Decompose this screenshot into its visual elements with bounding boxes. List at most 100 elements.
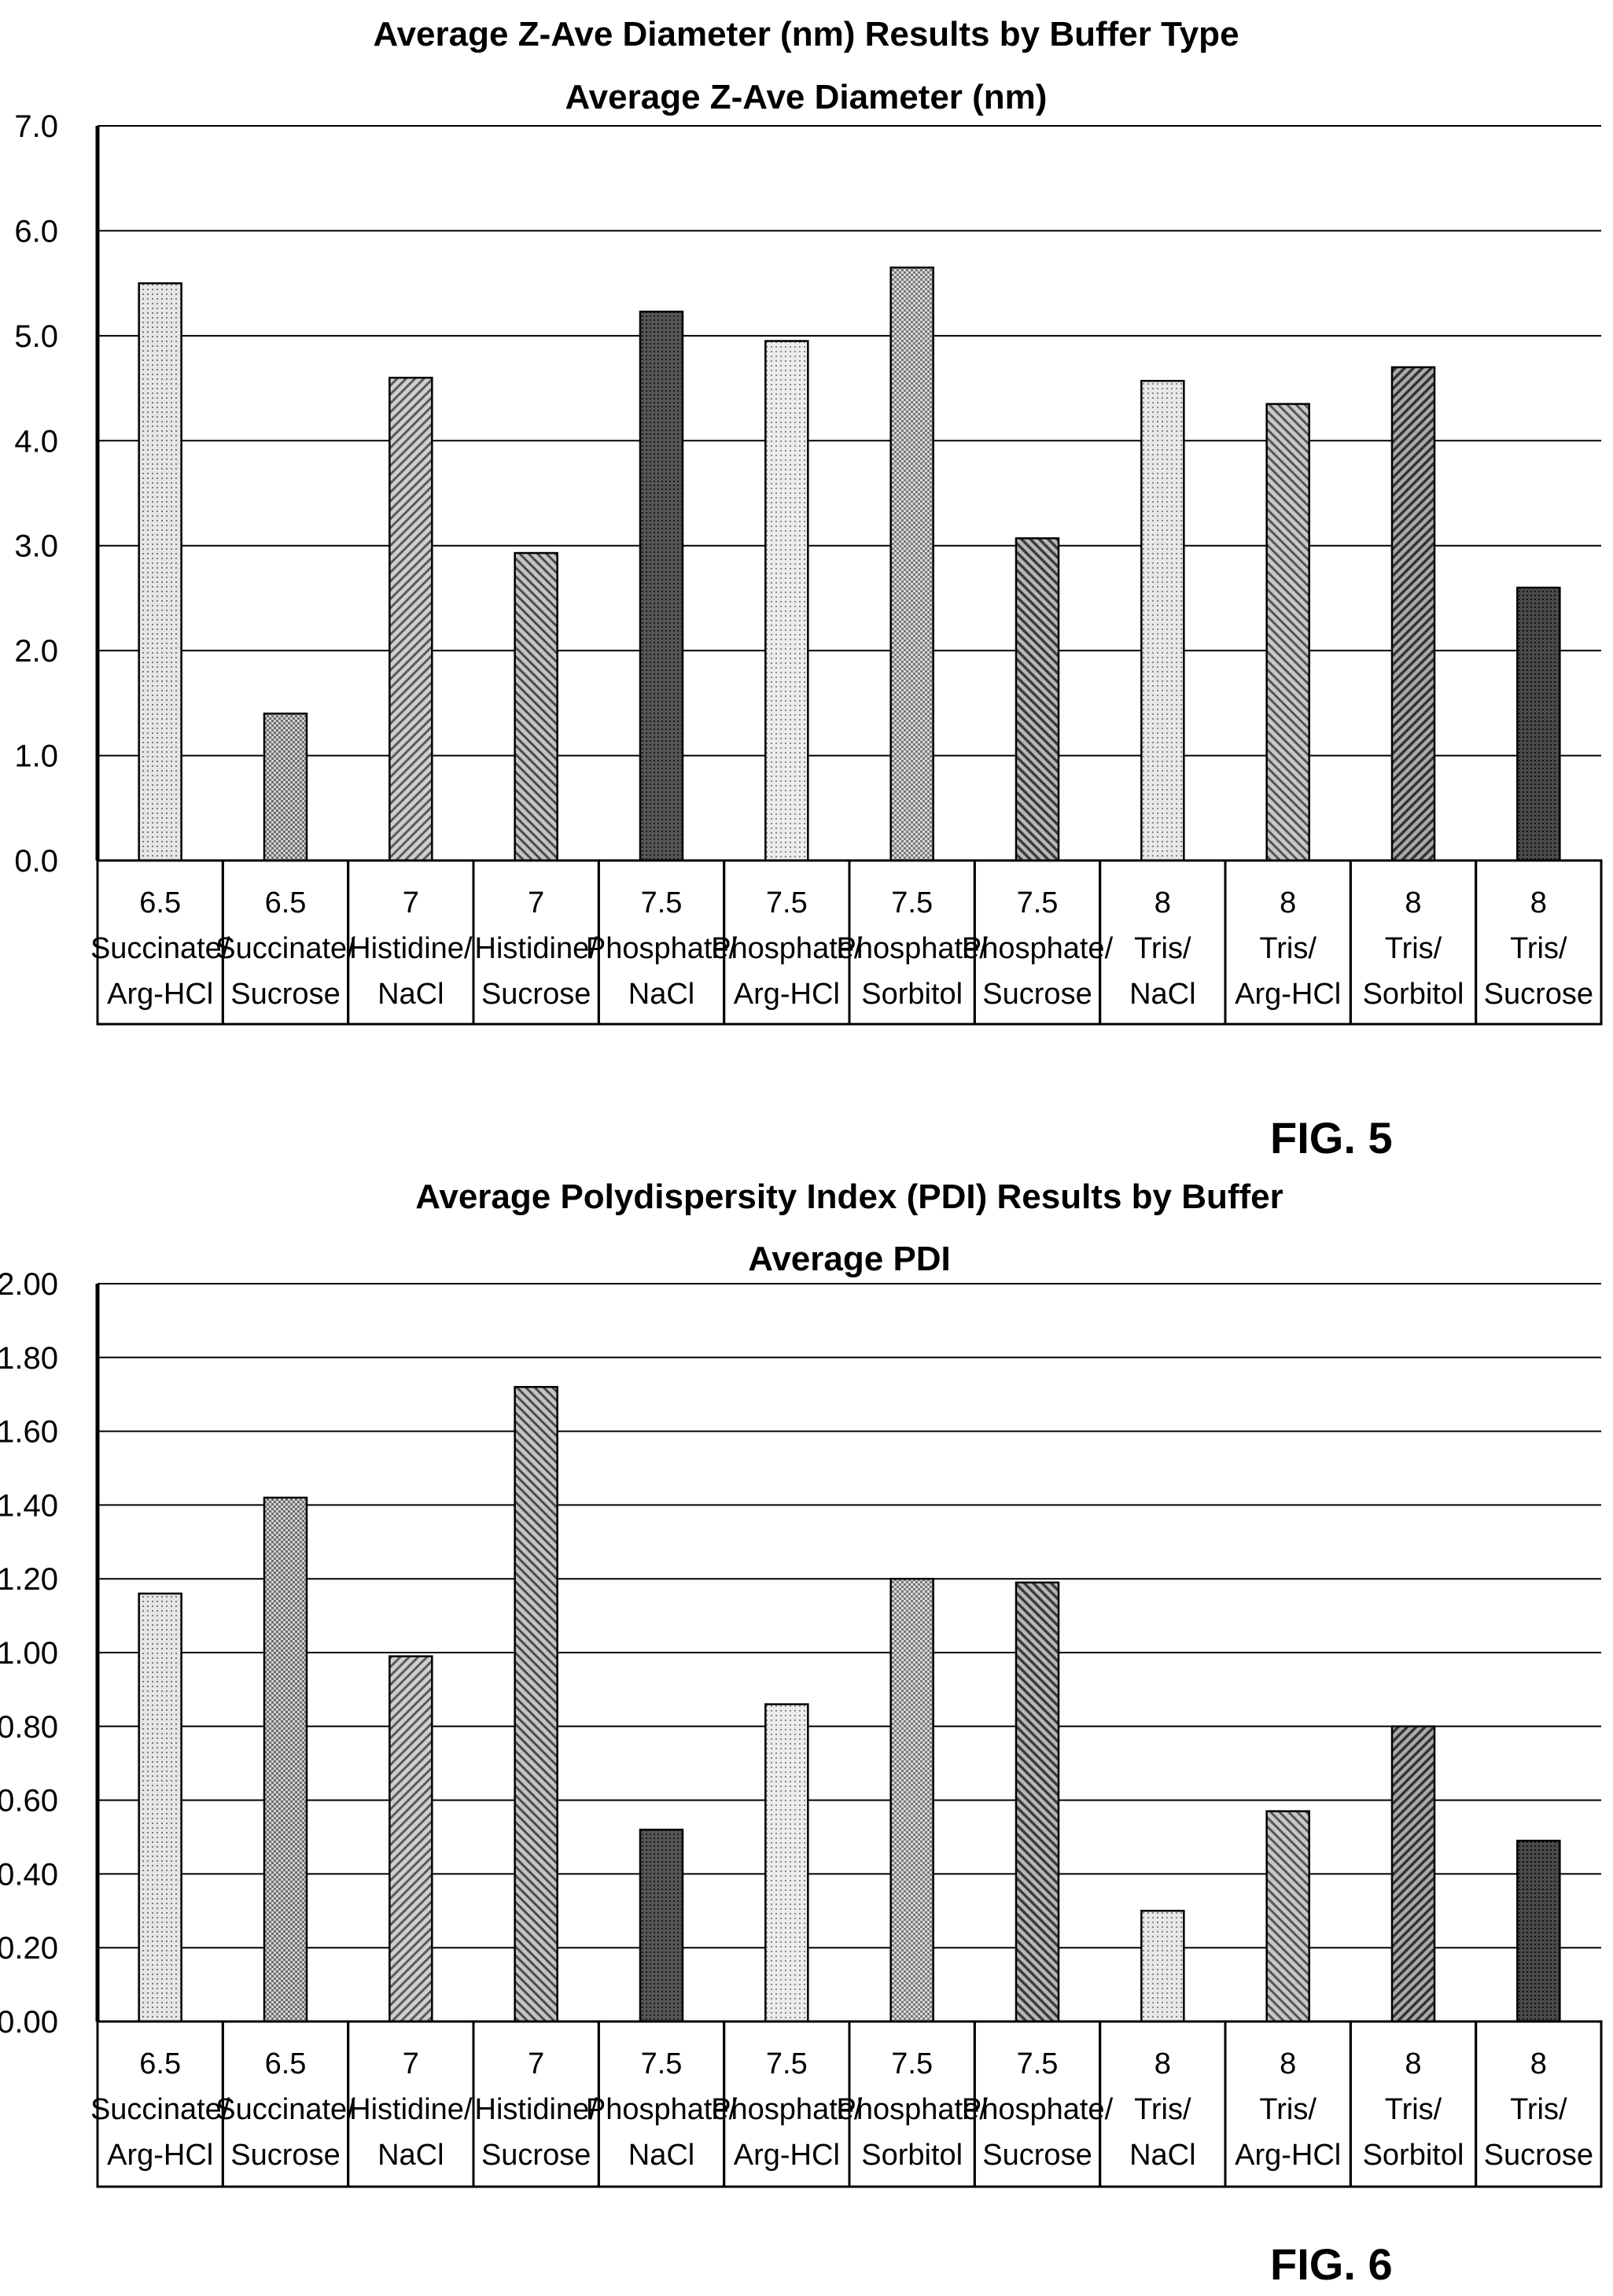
bar bbox=[138, 1592, 182, 2023]
x-tick-label: Tris/ bbox=[1259, 2093, 1317, 2126]
bar bbox=[263, 1496, 308, 2023]
x-tick-label: 8 bbox=[1155, 886, 1171, 920]
bar bbox=[889, 266, 934, 862]
chart-z-ave-diameter: Average Z-Ave Diameter (nm) Results by B… bbox=[14, 15, 1603, 1163]
x-tick-label: Phosphate/ bbox=[711, 2093, 863, 2126]
chart2-title: Average Polydispersity Index (PDI) Resul… bbox=[415, 1177, 1283, 1216]
x-tick-label: Sorbitol bbox=[1363, 2139, 1464, 2172]
y-tick-label: 0.60 bbox=[0, 1784, 58, 1819]
x-tick-label: NaCl bbox=[628, 978, 694, 1011]
bar bbox=[1140, 379, 1185, 862]
bar bbox=[389, 376, 433, 862]
x-tick-label: Phosphate/ bbox=[837, 2093, 989, 2126]
x-tick-label: 7.5 bbox=[641, 2047, 683, 2080]
y-tick-label: 2.00 bbox=[0, 1267, 58, 1302]
x-tick-label: Succinate/ bbox=[90, 932, 230, 965]
bar bbox=[138, 282, 182, 862]
x-tick-label: Arg-HCl bbox=[107, 2139, 213, 2172]
y-tick-label: 1.80 bbox=[0, 1341, 58, 1376]
x-tick-label: 6.5 bbox=[139, 2047, 181, 2080]
bar bbox=[1516, 1839, 1561, 2023]
x-tick-label: 8 bbox=[1530, 2047, 1547, 2080]
x-tick-label: 8 bbox=[1155, 2047, 1171, 2080]
chart2-subtitle: Average PDI bbox=[748, 1240, 951, 1278]
x-tick-label: Phosphate/ bbox=[962, 932, 1114, 965]
x-tick-label: Succinate/ bbox=[90, 2093, 230, 2126]
y-tick-label: 0.0 bbox=[14, 844, 58, 879]
y-tick-label: 3.0 bbox=[14, 529, 58, 564]
x-tick-label: NaCl bbox=[377, 978, 444, 1011]
x-tick-label: Arg-HCl bbox=[734, 2139, 840, 2172]
bar bbox=[514, 551, 558, 862]
x-tick-label: Sorbitol bbox=[861, 978, 963, 1011]
bar bbox=[764, 340, 809, 862]
x-tick-label: Tris/ bbox=[1385, 2093, 1442, 2126]
fig5-label: FIG. 5 bbox=[1270, 1113, 1393, 1163]
x-tick-label: 7.5 bbox=[891, 2047, 933, 2080]
x-tick-label: 8 bbox=[1405, 2047, 1421, 2080]
bar bbox=[389, 1655, 433, 2023]
chart2-category-table: 6.5 Succinate/Arg-HCl 6.5 Succinate/Sucrose… bbox=[90, 2020, 1603, 2188]
bar bbox=[1265, 403, 1310, 862]
y-tick-label: 0.80 bbox=[0, 1710, 58, 1745]
x-tick-label: Sucrose bbox=[1484, 2139, 1593, 2172]
x-tick-label: 7.5 bbox=[1017, 2047, 1059, 2080]
x-tick-label: Phosphate/ bbox=[711, 932, 863, 965]
y-tick-label: 1.60 bbox=[0, 1415, 58, 1450]
x-tick-label: Histidine/ bbox=[475, 932, 598, 965]
x-tick-label: Histidine/ bbox=[475, 2093, 598, 2126]
x-tick-label: Phosphate/ bbox=[962, 2093, 1114, 2126]
x-tick-label: Sucrose bbox=[982, 2139, 1092, 2172]
chart1-subtitle: Average Z-Ave Diameter (nm) bbox=[565, 78, 1048, 116]
x-tick-label: Sucrose bbox=[982, 978, 1092, 1011]
x-tick-label: 7.5 bbox=[766, 886, 808, 920]
x-tick-label: 7.5 bbox=[1017, 886, 1059, 920]
x-tick-label: 7.5 bbox=[891, 886, 933, 920]
bar bbox=[1015, 537, 1060, 862]
x-tick-label: Arg-HCl bbox=[1235, 2139, 1341, 2172]
fig6-label: FIG. 6 bbox=[1270, 2239, 1393, 2289]
x-tick-label: Tris/ bbox=[1510, 932, 1567, 965]
bar bbox=[1390, 1725, 1436, 2023]
x-tick-label: Tris/ bbox=[1134, 2093, 1191, 2126]
chart2-y-ticks: 0.00 0.20 0.40 0.60 0.80 1.00 1.20 1.40 1.60 1.80… bbox=[0, 1267, 58, 2040]
bar bbox=[1265, 1810, 1310, 2023]
x-tick-label: NaCl bbox=[377, 2139, 444, 2172]
bar bbox=[764, 1703, 809, 2023]
x-tick-label: 8 bbox=[1280, 886, 1296, 920]
bar bbox=[1390, 366, 1436, 862]
x-tick-label: 8 bbox=[1280, 2047, 1296, 2080]
x-tick-label: 7 bbox=[403, 2047, 419, 2080]
bar bbox=[639, 310, 684, 862]
x-tick-label: NaCl bbox=[1129, 978, 1195, 1011]
bar bbox=[514, 1386, 558, 2023]
y-tick-label: 0.00 bbox=[0, 2005, 58, 2040]
x-tick-label: 6.5 bbox=[265, 2047, 307, 2080]
x-tick-label: Sucrose bbox=[481, 2139, 591, 2172]
x-tick-label: 8 bbox=[1530, 886, 1547, 920]
y-tick-label: 5.0 bbox=[14, 319, 58, 354]
chart2-gridlines bbox=[98, 1283, 1601, 2022]
x-tick-label: Phosphate/ bbox=[586, 2093, 738, 2126]
bar bbox=[639, 1828, 684, 2023]
y-tick-label: 6.0 bbox=[14, 214, 58, 249]
bar bbox=[263, 712, 308, 862]
x-tick-label: Tris/ bbox=[1385, 932, 1442, 965]
chart1-y-ticks: 0.0 1.0 2.0 3.0 4.0 5.0 6.0 7.0 bbox=[14, 109, 58, 879]
chart-pdi: Average Polydispersity Index (PDI) Resul… bbox=[0, 1177, 1603, 2289]
x-tick-label: 7 bbox=[403, 886, 419, 920]
x-tick-label: Arg-HCl bbox=[1235, 978, 1341, 1011]
y-tick-label: 0.20 bbox=[0, 1931, 58, 1966]
x-tick-label: Histidine/ bbox=[349, 932, 473, 965]
x-tick-label: Tris/ bbox=[1134, 932, 1191, 965]
bar bbox=[889, 1577, 934, 2023]
x-tick-label: Sucrose bbox=[481, 978, 591, 1011]
category-cell bbox=[1475, 859, 1603, 1026]
x-tick-label: Sorbitol bbox=[861, 2139, 963, 2172]
y-tick-label: 2.0 bbox=[14, 634, 58, 669]
y-tick-label: 1.20 bbox=[0, 1562, 58, 1597]
bar bbox=[1516, 586, 1561, 862]
x-tick-label: NaCl bbox=[628, 2139, 694, 2172]
bar bbox=[1015, 1581, 1060, 2023]
